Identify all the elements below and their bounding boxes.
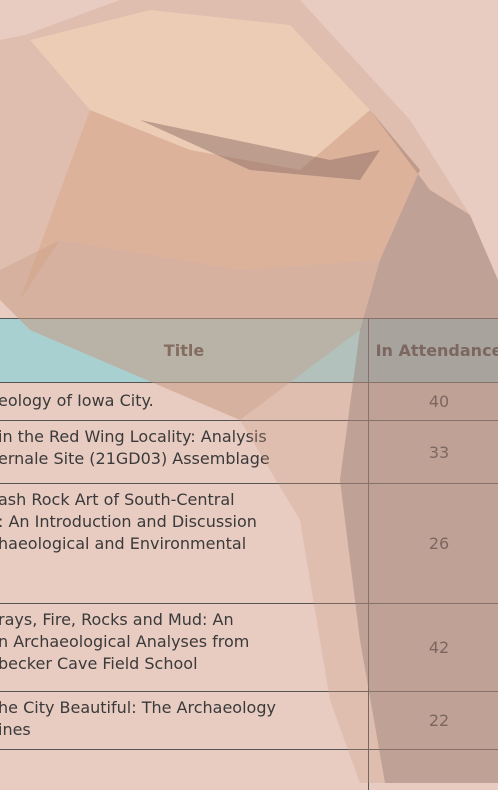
title-line: rays, Fire, Rocks and Mud: An: [0, 609, 249, 631]
table-row: ash Rock Art of South-Central: An Introd…: [0, 484, 498, 604]
title-cell: eology of Iowa City.: [0, 383, 369, 420]
attendance-cell: 26: [369, 484, 498, 603]
title-lines: ash Rock Art of South-Central: An Introd…: [0, 489, 257, 555]
attendance-value: 42: [429, 638, 449, 657]
attendance-cell: 22: [369, 692, 498, 749]
table-row: [0, 750, 498, 790]
attendance-value: 22: [429, 711, 449, 730]
attendance-cell: 33: [369, 421, 498, 483]
header-cell: Title: [0, 319, 369, 382]
title-line: becker Cave Field School: [0, 653, 249, 675]
title-line: he City Beautiful: The Archaeology: [0, 697, 276, 719]
title-cell: ash Rock Art of South-Central: An Introd…: [0, 484, 369, 603]
header-cell: In Attendance: [369, 319, 498, 382]
header-attendance: In Attendance: [376, 340, 498, 362]
title-line: ernale Site (21GD03) Assemblage: [0, 448, 270, 470]
title-line: ines: [0, 719, 276, 741]
title-line: in the Red Wing Locality: Analysis: [0, 426, 270, 448]
header-title: Title: [164, 341, 204, 360]
title-lines: eology of Iowa City.: [0, 390, 154, 412]
attendance-cell: 40: [369, 383, 498, 420]
page: Title In Attendance eology of Iowa City.…: [0, 0, 498, 783]
attendance-value: 26: [429, 534, 449, 553]
cell: [0, 750, 369, 790]
table: Title In Attendance eology of Iowa City.…: [0, 318, 498, 790]
title-line: haeological and Environmental: [0, 533, 257, 555]
attendance-value: 40: [429, 392, 449, 411]
attendance-value: 33: [429, 443, 449, 462]
title-line: ash Rock Art of South-Central: [0, 489, 257, 511]
table-body: eology of Iowa City. 40 in the Red Wing Lo…: [0, 383, 498, 750]
title-line: eology of Iowa City.: [0, 390, 154, 412]
title-line: n Archaeological Analyses from: [0, 631, 249, 653]
title-line: : An Introduction and Discussion: [0, 511, 257, 533]
table-row: eology of Iowa City. 40: [0, 383, 498, 421]
header-row: Title In Attendance: [0, 318, 498, 383]
attendance-cell: 42: [369, 604, 498, 691]
